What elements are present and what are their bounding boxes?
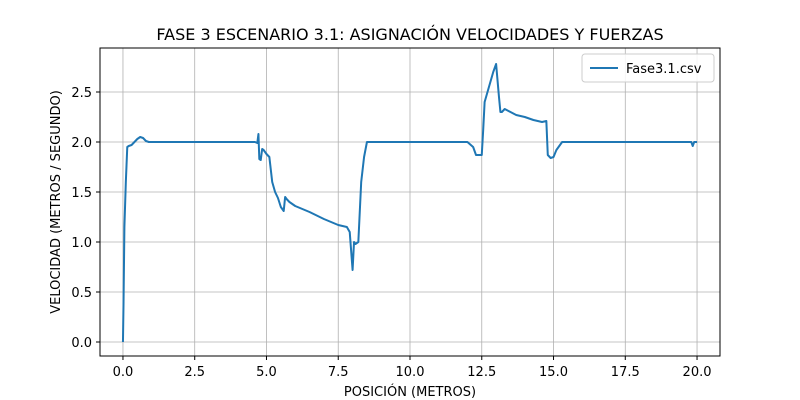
chart-title: FASE 3 ESCENARIO 3.1: ASIGNACIÓN VELOCID… <box>156 25 663 44</box>
y-tick-label: 0.0 <box>71 336 92 351</box>
y-tick-label: 2.0 <box>71 136 92 151</box>
series-line <box>121 63 698 343</box>
y-tick-label: 2.5 <box>71 86 92 101</box>
x-tick-label: 10.0 <box>396 365 425 380</box>
x-axis-label: POSICIÓN (METROS) <box>344 384 476 400</box>
x-tick-label: 7.5 <box>328 365 349 380</box>
x-tick-label: 5.0 <box>256 365 277 380</box>
x-tick-label: 12.5 <box>467 365 496 380</box>
x-tick-label: 17.5 <box>611 365 640 380</box>
legend-box <box>581 53 715 83</box>
x-tick-label: 15.0 <box>539 365 568 380</box>
x-tick-label: 20.0 <box>683 365 712 380</box>
legend-label: Fase3.1.csv <box>626 62 702 77</box>
y-tick-label: 1.0 <box>71 236 92 251</box>
x-tick-label: 0.0 <box>113 365 134 380</box>
y-axis-label: VELOCIDAD (METROS / SEGUNDO) <box>49 90 64 314</box>
y-tick-label: 1.5 <box>71 186 92 201</box>
x-tick-label: 2.5 <box>184 365 205 380</box>
y-tick-label: 0.5 <box>71 286 92 301</box>
plot-area: 0.0 2.5 5.0 7.5 10.0 12.5 15.0 17.5 20.0 0.0 0.5 1.… <box>71 47 721 380</box>
